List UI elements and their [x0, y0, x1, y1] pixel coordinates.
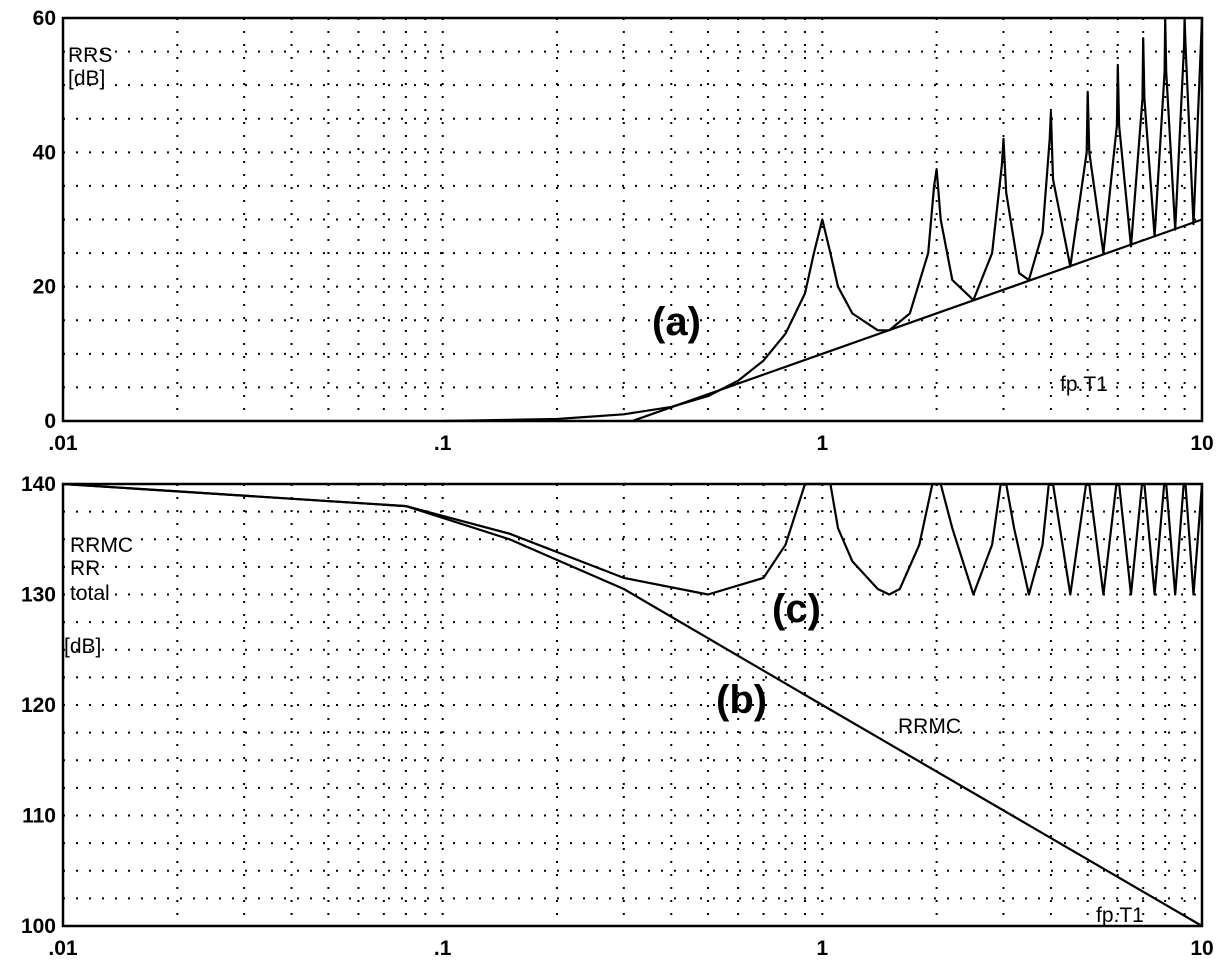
y-axis-label-line-2: RR — [70, 557, 100, 580]
y-tick-label: 20 — [33, 276, 56, 299]
grid — [63, 484, 1202, 926]
y-tick-label: 110 — [22, 805, 56, 828]
grid — [63, 18, 1202, 421]
x-tick-label: 1 — [816, 937, 828, 960]
series-line-1 — [62, 482, 1204, 596]
chart-rrs: 0 20 40 60 .01 .1 1 10 RRS [dB] fp.T1 (a) — [33, 7, 1214, 455]
y-axis-label-line-4: [dB] — [64, 635, 101, 658]
x-tick-label: 1 — [816, 432, 828, 455]
series-line-2 — [632, 218, 1203, 423]
x-axis-label: fp.T1 — [1096, 904, 1144, 927]
y-tick-label: 60 — [33, 7, 56, 30]
annotation-b: (b) — [716, 678, 767, 722]
y-tick-label: 120 — [21, 694, 56, 717]
x-tick-label: 10 — [1190, 937, 1213, 960]
x-tick-label: .1 — [434, 432, 452, 455]
series-group — [62, 482, 1204, 927]
curve-label-rrmc: RRMC — [898, 715, 961, 738]
y-axis-label-line-3: total — [70, 582, 110, 605]
x-tick-label: .01 — [48, 432, 78, 455]
x-tick-label: 10 — [1190, 432, 1213, 455]
x-tick-label: .01 — [48, 937, 78, 960]
series-line-1 — [442, 16, 1204, 423]
tick-labels: 0 20 40 60 .01 .1 1 10 — [33, 7, 1214, 455]
annotation-c: (c) — [772, 587, 821, 631]
y-tick-label: 0 — [44, 410, 56, 433]
y-axis-label-line-2: [dB] — [68, 67, 105, 90]
y-tick-label: 100 — [21, 915, 56, 938]
y-tick-label: 140 — [21, 473, 56, 496]
y-axis-label-line-1: RRMC — [70, 534, 133, 557]
y-tick-label: 130 — [21, 584, 56, 607]
annotation-a: (a) — [652, 300, 701, 344]
x-axis-label: fp.T1 — [1060, 373, 1108, 396]
series-group — [442, 16, 1204, 423]
x-tick-label: .1 — [434, 937, 452, 960]
y-axis-label-line-1: RRS — [68, 44, 112, 67]
series-line-2 — [62, 482, 1203, 927]
plot-frame — [61, 482, 1204, 928]
y-tick-label: 40 — [33, 141, 56, 164]
